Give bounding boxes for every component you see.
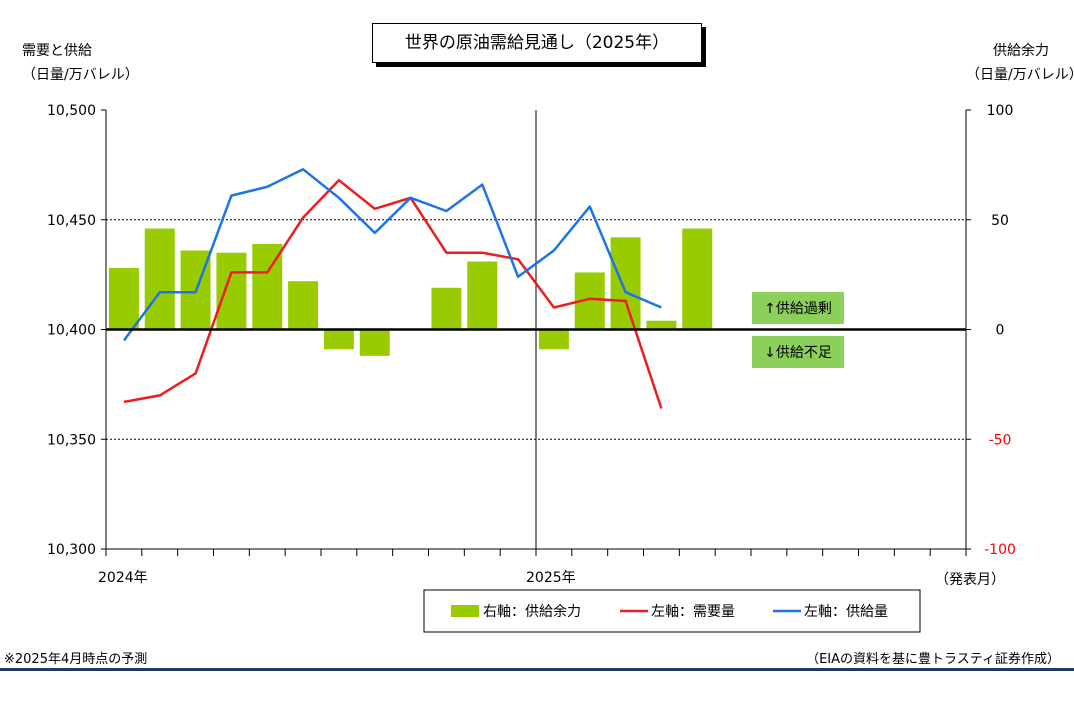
left-tick-label-4: 10,500 — [47, 103, 96, 119]
legend-label-surplus: 右軸：供給余力 — [483, 603, 581, 620]
deficit-annotation-box — [752, 336, 844, 368]
right-tick-label-2: 0 — [996, 323, 1005, 339]
bar-surplus-9 — [431, 287, 462, 330]
annotations: ↑供給過剰 ↓供給不足 — [752, 292, 844, 368]
right-axis-label-line2: （日量/万バレル） — [966, 67, 1074, 83]
source-note: （EIAの資料を基に豊トラスティ証券作成） — [806, 652, 1060, 667]
legend-label-supply: 左軸：供給量 — [804, 604, 888, 620]
bar-surplus-1 — [144, 228, 175, 330]
x-label-2024: 2024年 — [98, 570, 148, 586]
bottom-rule — [0, 668, 1074, 671]
left-axis-label: 需要と供給 （日量/万バレル） — [22, 39, 139, 87]
legend-swatch-bar — [451, 605, 479, 617]
bar-surplus-0 — [108, 268, 139, 330]
supply-line — [122, 168, 662, 342]
left-tick-label-1: 10,350 — [47, 432, 96, 448]
deficit-annotation: ↓供給不足 — [764, 345, 832, 361]
right-tick-label-1: -50 — [989, 432, 1012, 448]
legend-label-demand: 左軸：需要量 — [651, 604, 735, 620]
bar-surplus-6 — [323, 329, 354, 350]
left-tick-label-0: 10,300 — [47, 542, 96, 558]
chart-title: 世界の原油需給見通し（2025年） — [372, 23, 702, 63]
left-axis-label-line1: 需要と供給 — [22, 43, 92, 59]
legend-box — [423, 589, 921, 633]
bar-surplus-15 — [646, 320, 677, 330]
bar-surplus-7 — [359, 329, 390, 356]
axes: 10,300 10,350 10,400 10,450 10,500 -100 -50 0 50… — [47, 103, 1016, 588]
demand-line — [123, 178, 663, 409]
legend: 右軸：供給余力 左軸：需要量 左軸：供給量 — [423, 589, 921, 633]
right-tick-label-3: 50 — [991, 213, 1009, 229]
surplus-annotation-box — [752, 292, 844, 324]
bar-surplus-12 — [538, 329, 569, 350]
line-series — [122, 168, 663, 409]
right-tick-label-4: 100 — [987, 103, 1014, 119]
bar-surplus-10 — [467, 261, 498, 330]
right-axis-label-line1: 供給余力 — [993, 43, 1049, 59]
forecast-note: ※2025年4月時点の予測 — [4, 652, 148, 667]
left-tick-label-2: 10,400 — [47, 323, 96, 339]
bar-surplus-14 — [610, 237, 641, 330]
bar-surplus-16 — [682, 228, 713, 330]
left-tick-label-3: 10,450 — [47, 213, 96, 229]
x-axis-unit: （発表月） — [935, 572, 1005, 588]
bar-series — [108, 228, 713, 356]
x-label-2025: 2025年 — [526, 570, 576, 586]
right-axis-label: 供給余力 （日量/万バレル） — [966, 39, 1074, 87]
right-tick-label-0: -100 — [984, 542, 1016, 558]
bar-surplus-3 — [216, 252, 247, 330]
bar-surplus-5 — [288, 281, 319, 330]
left-axis-label-line2: （日量/万バレル） — [22, 67, 139, 83]
surplus-annotation: ↑供給過剰 — [764, 301, 832, 317]
